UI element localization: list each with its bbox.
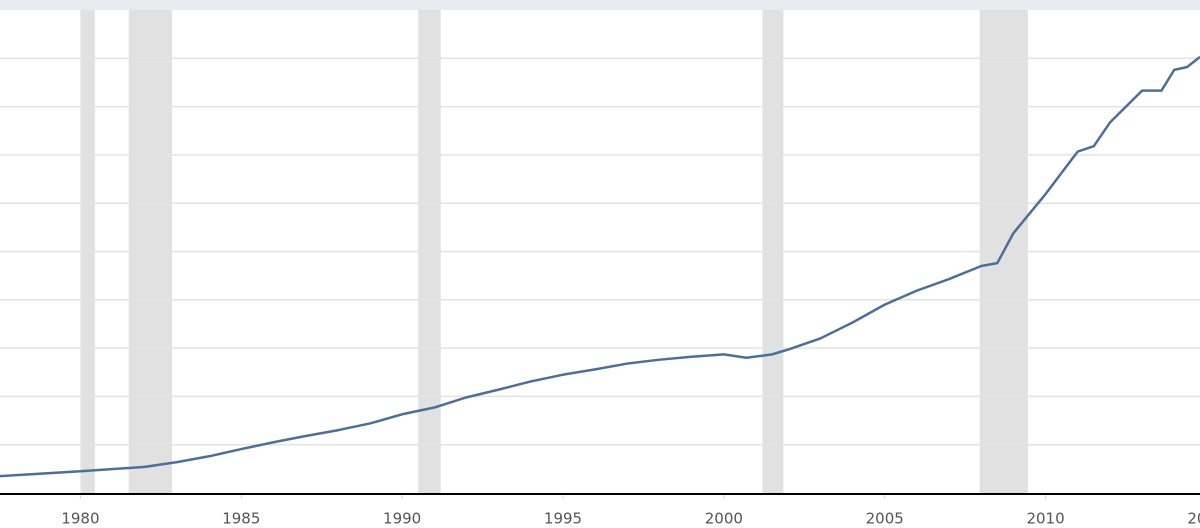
x-tick-label: 2000 — [705, 510, 743, 528]
x-tick-label: 2005 — [866, 510, 904, 528]
x-tick-label: 1990 — [383, 510, 421, 528]
series-line — [0, 55, 1200, 478]
x-tick-label: 2015 — [1187, 510, 1200, 528]
top-strip — [0, 0, 1200, 10]
x-tick-label: 1985 — [222, 510, 260, 528]
x-tick-label: 1980 — [61, 510, 99, 528]
x-tick-label: 2010 — [1026, 510, 1064, 528]
x-tick-label: 1995 — [544, 510, 582, 528]
